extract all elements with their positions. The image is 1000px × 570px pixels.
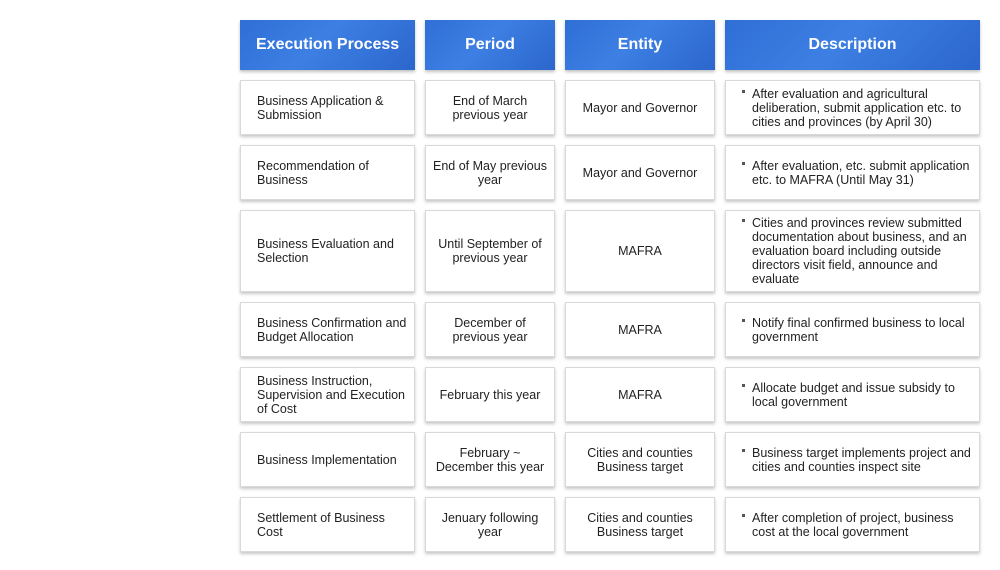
- table-row-description: Allocate budget and issue subsidy to loc…: [725, 367, 980, 422]
- table-row-process: Settlement of Business Cost: [240, 497, 415, 552]
- bullet-icon: [742, 219, 745, 222]
- header-entity: Entity: [565, 20, 715, 70]
- header-period: Period: [425, 20, 555, 70]
- table-row-description: Cities and provinces review submitted do…: [725, 210, 980, 292]
- period-text: February this year: [439, 387, 541, 402]
- bullet-icon: [742, 448, 745, 452]
- description-text: Notify final confirmed business to local…: [752, 315, 965, 344]
- table-row-description: After evaluation, etc. submit applicatio…: [725, 145, 980, 200]
- entity-text: MAFRA: [618, 322, 662, 337]
- period-text: End of March previous year: [452, 93, 528, 122]
- table-row-entity: Mayor and Governor: [565, 145, 715, 200]
- process-text: Settlement of Business Cost: [257, 510, 385, 539]
- table-row-process: Business Implementation: [240, 432, 415, 487]
- process-text: Business Instruction, Supervision and Ex…: [257, 373, 406, 416]
- bullet-icon: [742, 161, 745, 165]
- table-row-description: After evaluation and agricultural delibe…: [725, 80, 980, 135]
- description-text: After evaluation and agricultural delibe…: [752, 86, 962, 129]
- bullet-icon: [742, 318, 745, 322]
- entity-text: Cities and counties Business target: [587, 510, 693, 539]
- table-row-process: Business Instruction, Supervision and Ex…: [240, 367, 415, 422]
- process-text: Business Application & Submission: [257, 93, 384, 122]
- table-row-entity: Cities and counties Business target: [565, 432, 715, 487]
- bullet-icon: [742, 89, 745, 93]
- period-text: Jenuary following year: [441, 510, 539, 539]
- header-execution-process: Execution Process: [240, 20, 415, 70]
- period-text: Until September of previous year: [438, 237, 542, 265]
- table-row-entity: Cities and counties Business target: [565, 497, 715, 552]
- table-row-entity: MAFRA: [565, 302, 715, 357]
- description-text: Business target implements project and c…: [752, 445, 971, 474]
- entity-text: Cities and counties Business target: [587, 445, 693, 474]
- process-text: Business Evaluation and Selection: [257, 237, 394, 265]
- table-row-process: Business Evaluation and Selection: [240, 210, 415, 292]
- header-description: Description: [725, 20, 980, 70]
- table-row-entity: MAFRA: [565, 367, 715, 422]
- table-row-period: Jenuary following year: [425, 497, 555, 552]
- process-text: Business Implementation: [257, 452, 397, 467]
- period-text: February ~ December this year: [435, 445, 545, 474]
- bullet-icon: [742, 383, 745, 387]
- description-text: Cities and provinces review submitted do…: [752, 216, 967, 286]
- entity-text: MAFRA: [618, 244, 662, 258]
- entity-text: MAFRA: [618, 387, 662, 402]
- table-row-period: End of March previous year: [425, 80, 555, 135]
- period-text: December of previous year: [452, 315, 528, 344]
- process-text: Recommendation of Business: [257, 158, 369, 187]
- table-row-process: Business Application & Submission: [240, 80, 415, 135]
- table-row-entity: Mayor and Governor: [565, 80, 715, 135]
- table-row-description: Business target implements project and c…: [725, 432, 980, 487]
- table-row-period: December of previous year: [425, 302, 555, 357]
- table-row-period: End of May previous year: [425, 145, 555, 200]
- description-text: After evaluation, etc. submit applicatio…: [752, 158, 970, 187]
- process-text: Business Confirmation and Budget Allocat…: [257, 315, 407, 344]
- table-row-process: Recommendation of Business: [240, 145, 415, 200]
- entity-text: Mayor and Governor: [582, 100, 698, 115]
- table-row-process: Business Confirmation and Budget Allocat…: [240, 302, 415, 357]
- bullet-icon: [742, 513, 745, 517]
- description-text: After completion of project, business co…: [752, 510, 954, 539]
- table-row-entity: MAFRA: [565, 210, 715, 292]
- table-row-description: Notify final confirmed business to local…: [725, 302, 980, 357]
- entity-text: Mayor and Governor: [582, 165, 698, 180]
- table-row-period: Until September of previous year: [425, 210, 555, 292]
- table-row-description: After completion of project, business co…: [725, 497, 980, 552]
- table-row-period: February ~ December this year: [425, 432, 555, 487]
- table-row-period: February this year: [425, 367, 555, 422]
- period-text: End of May previous year: [433, 158, 547, 187]
- description-text: Allocate budget and issue subsidy to loc…: [752, 380, 955, 409]
